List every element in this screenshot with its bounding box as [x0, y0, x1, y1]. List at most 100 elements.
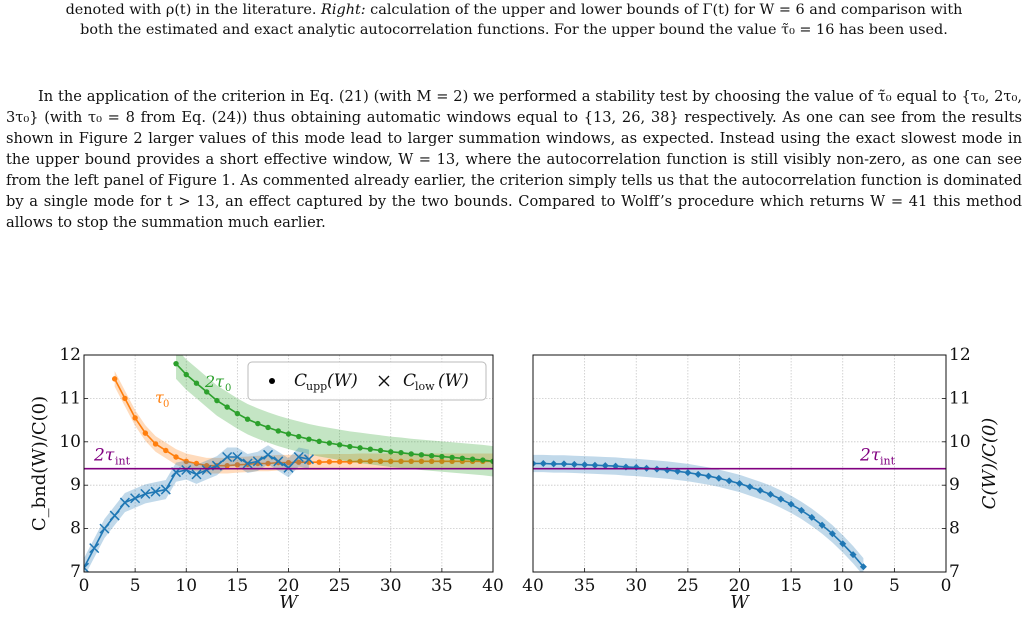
data-point	[808, 513, 816, 521]
x-tick-label: 15	[227, 576, 249, 596]
data-point	[469, 456, 476, 462]
x-tick-label: 30	[380, 576, 402, 596]
left-plot-area	[84, 355, 493, 572]
data-point	[684, 469, 692, 477]
data-point	[388, 458, 394, 465]
data-point	[560, 460, 568, 468]
data-point	[150, 486, 161, 497]
y-tick-label: 10	[59, 432, 81, 452]
data-point	[109, 510, 120, 521]
tau0-label: τ	[155, 388, 165, 407]
caption-line-1: denoted with ρ(t) in the literature. Rig…	[8, 0, 1020, 20]
data-point	[388, 449, 394, 455]
legend-upp-label: C	[294, 371, 307, 391]
data-point	[132, 415, 138, 421]
body-paragraph: In the application of the criterion in E…	[6, 88, 1022, 231]
x-tick-label: 0	[941, 576, 952, 596]
tau-int-label: 2τ	[93, 446, 115, 466]
data-point	[746, 483, 754, 491]
y-tick-label: 11	[59, 388, 81, 408]
data-point	[674, 467, 682, 475]
data-point	[725, 477, 733, 485]
x-tick-label: 10	[175, 576, 197, 596]
data-point	[336, 442, 343, 448]
data-point	[285, 431, 292, 437]
y-tick-label: 8	[70, 519, 81, 539]
data-point	[191, 469, 202, 480]
legend-low-sub: low	[415, 380, 435, 393]
data-point	[99, 523, 110, 534]
legend-upp-sub: upp	[306, 380, 327, 393]
legend-low-label: C	[403, 371, 416, 391]
x-tick-label: 20	[278, 576, 300, 596]
data-point	[849, 551, 857, 559]
data-point	[296, 433, 302, 440]
data-point	[234, 462, 241, 468]
caption-right-label: Right:	[321, 2, 366, 18]
data-point	[347, 459, 353, 465]
data-point	[316, 438, 322, 445]
data-point	[183, 458, 189, 465]
data-point	[581, 461, 589, 469]
x-axis-label: W	[730, 592, 750, 613]
data-point	[122, 395, 128, 402]
data-point	[797, 506, 805, 514]
caption-line-2: both the estimated and exact analytic au…	[80, 22, 948, 38]
data-point	[418, 458, 425, 465]
x-tick-label: 30	[625, 576, 647, 596]
data-point	[347, 443, 353, 450]
data-point	[839, 540, 847, 548]
data-point	[818, 521, 826, 529]
data-point	[570, 460, 578, 468]
data-point	[357, 445, 363, 451]
data-point	[439, 458, 445, 465]
caption-text-1: denoted with ρ(t) in the literature.	[65, 2, 322, 18]
legend-x-marker	[378, 375, 390, 387]
right-plot-area	[533, 454, 946, 572]
data-point	[367, 458, 373, 465]
data-point	[398, 449, 404, 456]
legend-upp-arg: (W)	[327, 371, 358, 391]
x-tick-label: 40	[482, 576, 504, 596]
data-point	[224, 462, 230, 469]
y-tick-label: 12	[949, 345, 971, 365]
data-point	[255, 420, 261, 427]
data-point	[183, 371, 189, 378]
x-tick-label: 35	[574, 576, 596, 596]
data-point	[232, 451, 243, 463]
error-band	[533, 454, 864, 572]
y-axis-label: C_bnd(W)/C(0)	[29, 396, 50, 531]
data-point	[84, 562, 90, 572]
x-tick-label: 15	[780, 576, 802, 596]
x-tick-label: 5	[889, 576, 900, 596]
data-point	[705, 472, 713, 480]
data-point	[377, 458, 384, 465]
data-point	[234, 410, 241, 417]
data-point	[173, 360, 179, 367]
data-point	[152, 441, 159, 447]
data-point	[263, 449, 274, 460]
legend-box	[247, 361, 487, 401]
y-tick-label: 9	[949, 475, 960, 495]
data-point	[715, 474, 723, 482]
data-point	[591, 461, 599, 469]
error-band	[176, 355, 493, 477]
data-point	[273, 456, 284, 467]
data-point	[265, 460, 271, 467]
left-frame	[83, 354, 494, 573]
data-point	[449, 458, 455, 465]
data-point	[193, 380, 200, 386]
data-point	[612, 462, 620, 470]
data-point	[173, 454, 179, 460]
tau-int-subscript: int	[880, 455, 896, 468]
figure-caption: denoted with ρ(t) in the literature. Rig…	[8, 0, 1020, 40]
y-tick-label: 7	[949, 562, 960, 582]
data-point	[181, 464, 192, 476]
data-point	[490, 458, 493, 465]
x-tick-label: 25	[677, 576, 699, 596]
data-point	[533, 460, 537, 467]
data-point	[130, 493, 141, 504]
data-point	[163, 447, 169, 454]
y-tick-label: 8	[949, 519, 960, 539]
y-tick-label: 9	[70, 475, 81, 495]
